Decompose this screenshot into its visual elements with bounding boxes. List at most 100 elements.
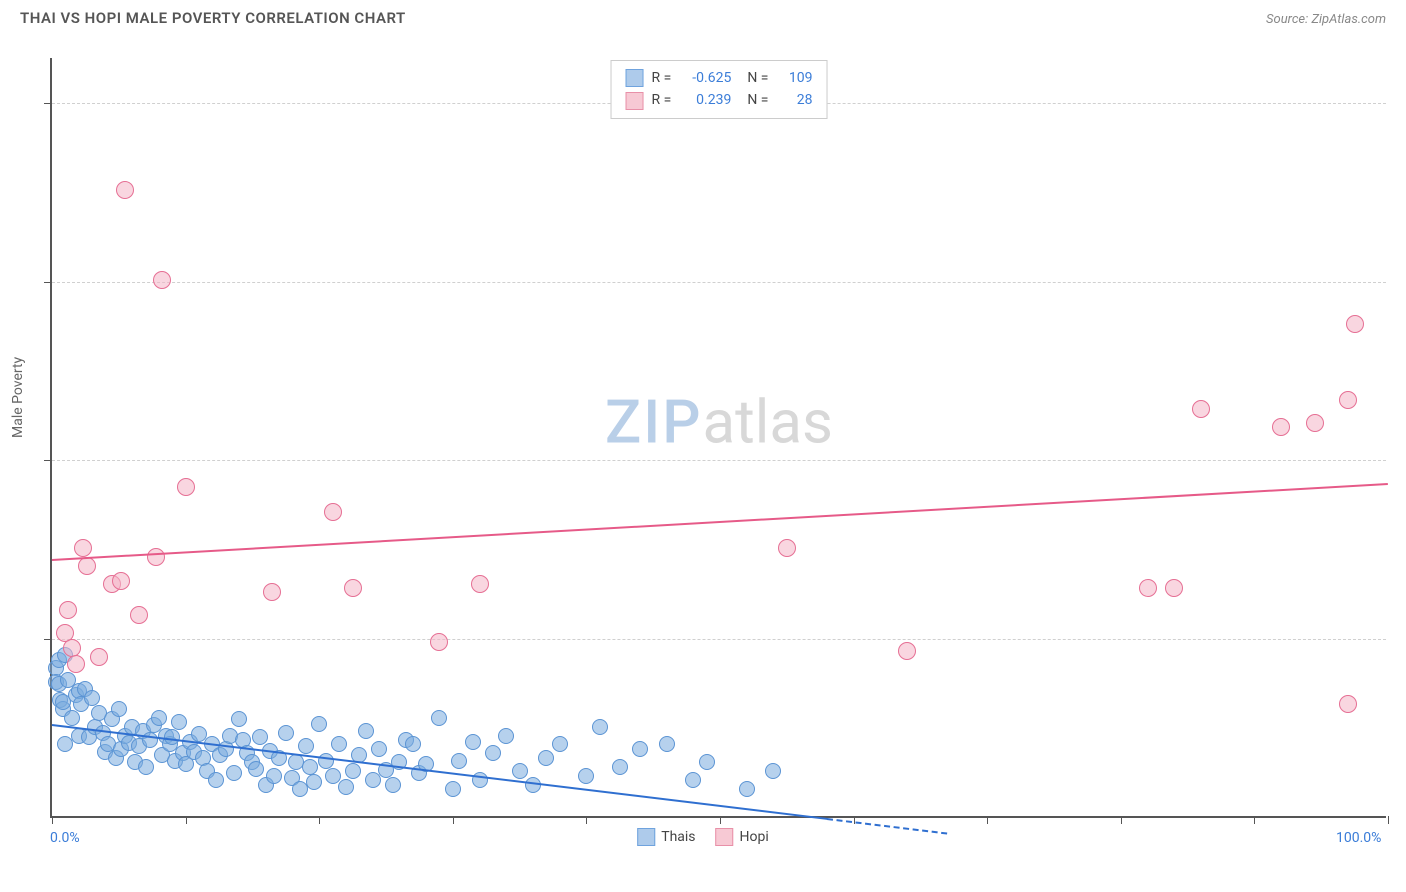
data-point: [63, 639, 81, 657]
legend-swatch: [626, 92, 644, 110]
data-point: [1272, 418, 1290, 436]
data-point: [90, 648, 108, 666]
gridline: [52, 460, 1386, 461]
source-prefix: Source:: [1266, 12, 1311, 27]
data-point: [739, 781, 755, 797]
data-point: [465, 734, 481, 750]
x-axis-max-label: 100.0%: [1336, 830, 1381, 846]
data-point: [278, 725, 294, 741]
data-point: [538, 750, 554, 766]
data-point: [612, 759, 628, 775]
data-point: [74, 539, 92, 557]
data-point: [430, 633, 448, 651]
legend-stat-row: R = 0.239 N = 28: [626, 89, 813, 111]
r-value: 0.239: [679, 89, 731, 111]
y-tick-label: 80.0%: [1391, 95, 1406, 111]
data-point: [765, 763, 781, 779]
legend-swatch: [716, 828, 734, 846]
gridline: [52, 639, 1386, 640]
x-tick: [453, 816, 454, 824]
n-value: 109: [776, 67, 812, 89]
data-point: [59, 601, 77, 619]
x-tick: [1254, 816, 1255, 824]
legend-stats: R = -0.625 N = 109 R = 0.239 N = 28: [611, 60, 828, 119]
y-tick: [44, 639, 52, 640]
watermark-atlas: atlas: [703, 386, 833, 457]
x-tick: [1388, 816, 1389, 824]
data-point: [298, 738, 314, 754]
data-point: [344, 579, 362, 597]
data-point: [498, 728, 514, 744]
data-point: [512, 763, 528, 779]
legend-swatch: [626, 69, 644, 87]
data-point: [112, 572, 130, 590]
data-point: [385, 777, 401, 793]
data-point: [1339, 695, 1357, 713]
chart-title: THAI VS HOPI MALE POVERTY CORRELATION CH…: [20, 9, 406, 27]
data-point: [345, 763, 361, 779]
x-tick: [987, 816, 988, 824]
data-point: [338, 779, 354, 795]
data-point: [151, 710, 167, 726]
data-point: [358, 723, 374, 739]
data-point: [67, 655, 85, 673]
watermark: ZIPatlas: [605, 386, 833, 457]
y-tick-label: 60.0%: [1391, 274, 1406, 290]
data-point: [248, 761, 264, 777]
data-point: [311, 716, 327, 732]
data-point: [592, 719, 608, 735]
data-point: [451, 753, 467, 769]
data-point: [153, 271, 171, 289]
data-point: [1339, 391, 1357, 409]
data-point: [1139, 579, 1157, 597]
data-point: [263, 583, 281, 601]
legend-label: Thais: [661, 829, 695, 845]
legend-stat-row: R = -0.625 N = 109: [626, 67, 813, 89]
x-axis-min-label: 0.0%: [50, 830, 80, 846]
trend-line: [52, 724, 827, 820]
data-point: [1192, 400, 1210, 418]
data-point: [405, 736, 421, 752]
x-tick: [720, 816, 721, 824]
r-label: R =: [652, 67, 672, 89]
data-point: [318, 753, 334, 769]
data-point: [1306, 414, 1324, 432]
data-point: [171, 714, 187, 730]
x-tick: [1121, 816, 1122, 824]
y-tick: [44, 282, 52, 283]
data-point: [331, 736, 347, 752]
r-value: -0.625: [679, 67, 731, 89]
x-tick: [319, 816, 320, 824]
x-tick: [186, 816, 187, 824]
legend-swatch: [637, 828, 655, 846]
data-point: [302, 759, 318, 775]
data-point: [266, 768, 282, 784]
data-point: [138, 759, 154, 775]
data-point: [431, 710, 447, 726]
x-tick: [52, 816, 53, 824]
data-point: [471, 575, 489, 593]
y-tick-label: 20.0%: [1391, 631, 1406, 647]
legend-item: Thais: [637, 828, 695, 846]
data-point: [578, 768, 594, 784]
data-point: [365, 772, 381, 788]
n-label: N =: [747, 89, 768, 111]
r-label: R =: [652, 89, 672, 111]
x-tick: [586, 816, 587, 824]
y-tick-label: 40.0%: [1391, 452, 1406, 468]
n-label: N =: [747, 67, 768, 89]
data-point: [177, 478, 195, 496]
data-point: [147, 548, 165, 566]
legend-item: Hopi: [716, 828, 769, 846]
data-point: [485, 745, 501, 761]
data-point: [111, 701, 127, 717]
data-point: [116, 181, 134, 199]
data-point: [778, 539, 796, 557]
y-tick: [44, 103, 52, 104]
source: Source: ZipAtlas.com: [1266, 8, 1386, 27]
data-point: [64, 710, 80, 726]
n-value: 28: [776, 89, 812, 111]
y-tick: [44, 460, 52, 461]
data-point: [632, 741, 648, 757]
data-point: [130, 606, 148, 624]
